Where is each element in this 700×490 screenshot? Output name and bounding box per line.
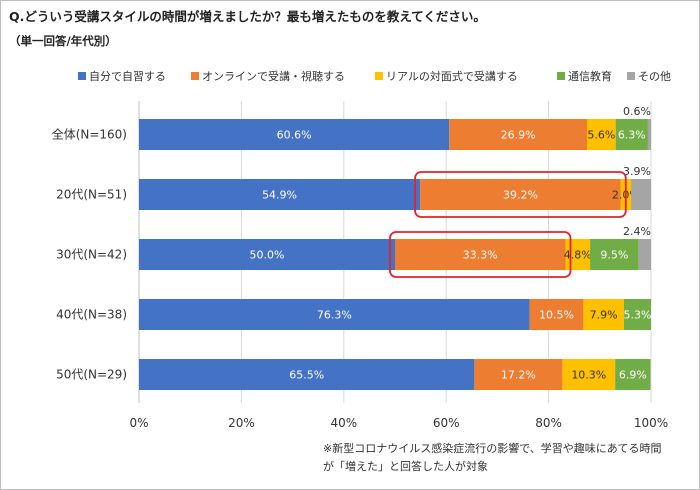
bar-segment bbox=[139, 119, 450, 150]
bar-segment bbox=[631, 179, 651, 210]
x-tick-label: 80% bbox=[535, 416, 562, 430]
bar-segment bbox=[647, 119, 651, 150]
bar-segment bbox=[139, 299, 530, 330]
bar-segment bbox=[565, 239, 591, 270]
note-line-2: が「増えた」と回答した人が対象 bbox=[323, 459, 488, 473]
data-label: 10.3% bbox=[571, 369, 606, 382]
bar-segment bbox=[638, 239, 651, 270]
chart-title: Q.どういう受講スタイルの時間が増えましたか？最も増えたものを教えてください。 bbox=[9, 9, 486, 24]
data-label: 7.9% bbox=[590, 309, 618, 322]
category-label: 30代(N=42) bbox=[56, 248, 127, 262]
bar-segment bbox=[615, 359, 651, 390]
data-label: 6.3% bbox=[618, 129, 646, 142]
bar-segment bbox=[590, 239, 639, 270]
data-label: 2.4% bbox=[623, 225, 651, 238]
data-label: 76.3% bbox=[317, 309, 352, 322]
category-label: 全体(N=160) bbox=[52, 127, 127, 142]
bar-segment bbox=[562, 359, 616, 390]
bar-segment bbox=[449, 119, 587, 150]
note-line-1: ※新型コロナウイルス感染症流行の影響で、学習や趣味にあてる時間 bbox=[323, 441, 662, 455]
legend-swatch bbox=[375, 72, 383, 80]
category-label: 40代(N=38) bbox=[56, 308, 127, 322]
x-tick-label: 100% bbox=[634, 416, 668, 430]
x-tick-label: 0% bbox=[129, 416, 148, 430]
legend: 自分で自習する オンラインで受講・視聴する リアルの対面式で受講する 通信教育 その他 bbox=[78, 69, 671, 83]
highlight-box bbox=[389, 231, 572, 278]
bar-segment bbox=[139, 179, 421, 210]
bar-segment bbox=[615, 119, 648, 150]
x-tick-label: 20% bbox=[228, 416, 255, 430]
data-label: 10.5% bbox=[539, 309, 574, 322]
highlight-boxes bbox=[389, 171, 627, 278]
x-tick-label: 40% bbox=[330, 416, 357, 430]
bar-segment bbox=[623, 299, 651, 330]
x-tick-label: 60% bbox=[433, 416, 460, 430]
data-label: 5.6% bbox=[587, 129, 615, 142]
bar-segment bbox=[139, 359, 475, 390]
legend-swatch bbox=[627, 72, 635, 80]
category-label: 50代(N=29) bbox=[56, 368, 127, 382]
legend-entry: 通信教育 bbox=[568, 69, 612, 83]
data-label: 39.2% bbox=[503, 189, 538, 202]
legend-entry: リアルの対面式で受講する bbox=[386, 69, 518, 83]
bar-segment bbox=[583, 299, 624, 330]
data-label: 5.3% bbox=[623, 309, 651, 322]
data-label: 50.0% bbox=[250, 249, 285, 262]
data-label: 4.8% bbox=[564, 249, 592, 262]
legend-entry: オンラインで受講・視聴する bbox=[202, 69, 345, 83]
data-label: 0.6% bbox=[623, 105, 651, 118]
bar-segment bbox=[529, 299, 584, 330]
legend-swatch bbox=[191, 72, 199, 80]
data-label: 26.9% bbox=[501, 129, 536, 142]
category-label: 20代(N=51) bbox=[56, 188, 127, 202]
data-label: 6.9% bbox=[619, 369, 647, 382]
bar-segment bbox=[587, 119, 616, 150]
data-label: 54.9% bbox=[262, 189, 297, 202]
legend-swatch bbox=[78, 72, 86, 80]
highlight-box bbox=[414, 171, 627, 218]
bar-segment bbox=[139, 239, 395, 270]
bar-segment bbox=[395, 239, 566, 270]
chart-subtitle: （単一回答/年代別） bbox=[9, 34, 117, 48]
data-label: 65.5% bbox=[289, 369, 324, 382]
data-label: 3.9% bbox=[623, 165, 651, 178]
x-axis-ticks: 0% 20% 40% 60% 80% 100% bbox=[129, 416, 668, 430]
data-label: 60.6% bbox=[277, 129, 312, 142]
bar-segment bbox=[474, 359, 563, 390]
legend-swatch bbox=[557, 72, 565, 80]
data-label: 17.2% bbox=[501, 369, 536, 382]
data-label: 9.5% bbox=[600, 249, 628, 262]
legend-entry: 自分で自習する bbox=[89, 70, 166, 83]
category-labels: 全体(N=160) 20代(N=51) 30代(N=42) 40代(N=38) 50代(… bbox=[52, 127, 127, 382]
bar-segment bbox=[420, 179, 621, 210]
data-label: 33.3% bbox=[463, 249, 498, 262]
bars: 60.6% 26.9% 5.6% 6.3%0.6%54.9% 39.2% 2.0%3.9%… bbox=[139, 105, 651, 390]
legend-entry: その他 bbox=[638, 70, 671, 83]
